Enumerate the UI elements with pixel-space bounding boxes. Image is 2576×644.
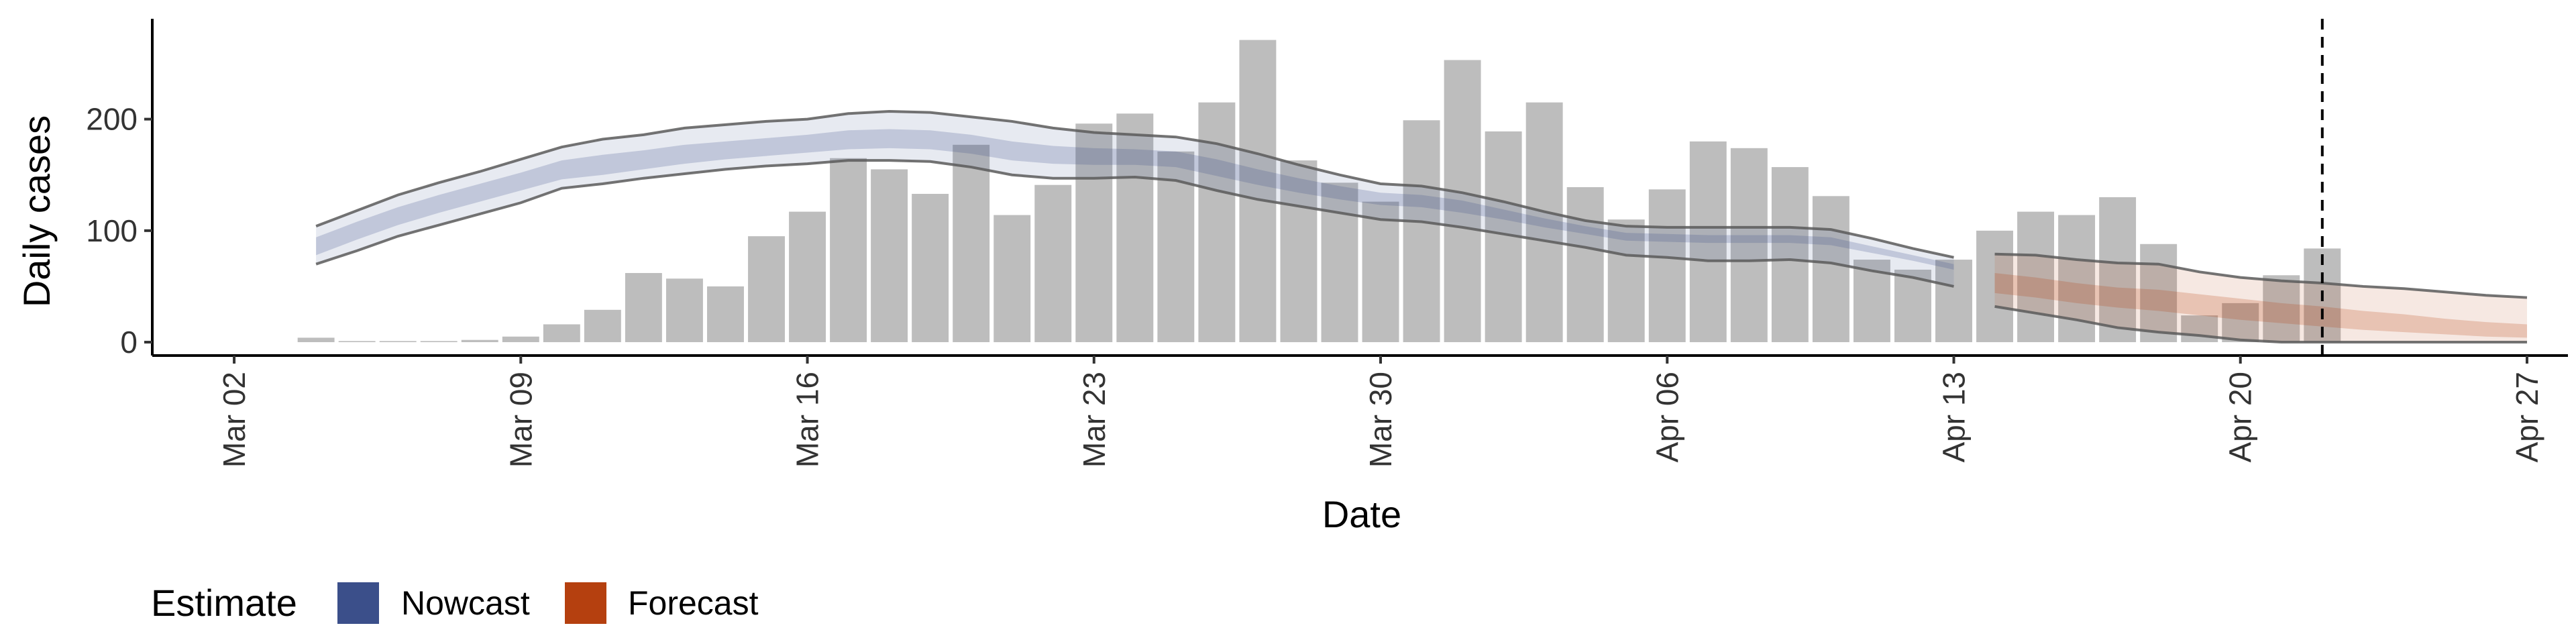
nowcast-upper-line bbox=[315, 109, 1954, 259]
legend-swatch-forecast bbox=[565, 582, 606, 624]
nowcast-band-50 bbox=[316, 129, 1954, 270]
case-bar bbox=[1812, 196, 1849, 343]
x-tick-label: Mar 23 bbox=[1077, 372, 1112, 468]
case-bar bbox=[420, 341, 458, 343]
case-bar bbox=[1239, 40, 1277, 343]
case-bar bbox=[912, 193, 949, 343]
x-tick-label: Apr 13 bbox=[1936, 372, 1971, 463]
case-bar bbox=[625, 272, 662, 343]
case-bar bbox=[2263, 275, 2300, 343]
case-bar bbox=[1566, 187, 1604, 343]
case-bar bbox=[789, 211, 826, 343]
forecast-lower-line bbox=[1994, 305, 2527, 344]
case-bar bbox=[461, 339, 498, 343]
case-bar bbox=[871, 169, 908, 343]
forecast-band-50 bbox=[1994, 272, 2527, 338]
x-tick-label: Mar 09 bbox=[503, 372, 538, 468]
case-bar bbox=[2099, 197, 2137, 343]
x-tick-label: Mar 30 bbox=[1363, 372, 1398, 468]
case-bar bbox=[543, 324, 580, 343]
legend: Estimate Nowcast Forecast bbox=[151, 582, 759, 624]
case-bar bbox=[1075, 123, 1113, 343]
case-bar bbox=[1935, 260, 1972, 343]
case-bar bbox=[1034, 184, 1072, 343]
case-bar bbox=[1403, 120, 1440, 343]
case-bar bbox=[1525, 102, 1563, 343]
axes: 0 100 200 Mar 02 Mar 09 Mar 16 Mar 23 Mar 30 Apr… bbox=[86, 19, 2568, 468]
case-bar bbox=[1198, 102, 1236, 343]
case-bar bbox=[338, 341, 376, 343]
case-bar bbox=[1976, 230, 2013, 343]
case-bar bbox=[748, 236, 785, 343]
case-bar bbox=[1362, 201, 1399, 343]
y-tick-label: 0 bbox=[120, 325, 138, 360]
case-bar bbox=[994, 215, 1031, 343]
legend-label-forecast: Forecast bbox=[628, 584, 759, 622]
case-bar bbox=[1894, 270, 1931, 343]
case-bar bbox=[502, 336, 539, 343]
x-tick-label: Mar 16 bbox=[790, 372, 825, 468]
case-bar bbox=[297, 337, 335, 343]
x-tick-label: Apr 27 bbox=[2510, 372, 2544, 463]
nowcast-lower-line bbox=[315, 159, 1954, 288]
legend-swatch-nowcast bbox=[337, 582, 379, 624]
y-tick-label: 200 bbox=[86, 102, 138, 137]
nowcast-band-90 bbox=[316, 111, 1954, 286]
case-bar bbox=[953, 144, 990, 343]
case-bar bbox=[830, 158, 867, 343]
forecast-upper-line bbox=[1994, 252, 2528, 299]
case-bar bbox=[1280, 160, 1318, 343]
case-bar bbox=[584, 309, 621, 343]
x-tick-label: Mar 02 bbox=[217, 372, 252, 468]
x-tick-label: Apr 06 bbox=[1650, 372, 1684, 463]
y-axis-title: Daily cases bbox=[15, 115, 58, 307]
case-bars bbox=[297, 40, 2341, 343]
case-bar bbox=[2140, 244, 2178, 343]
y-tick-label: 100 bbox=[86, 213, 138, 248]
case-bar bbox=[1116, 113, 1154, 343]
case-bar bbox=[2017, 211, 2055, 343]
case-bar bbox=[379, 341, 417, 343]
case-bar bbox=[1444, 60, 1481, 343]
case-bar bbox=[1771, 167, 1809, 343]
case-bar bbox=[1321, 182, 1358, 343]
case-bar bbox=[1607, 219, 1645, 343]
case-bar bbox=[707, 286, 744, 343]
legend-title: Estimate bbox=[151, 582, 297, 624]
case-bar bbox=[665, 278, 703, 343]
x-tick-label: Apr 20 bbox=[2223, 372, 2258, 463]
legend-label-nowcast: Nowcast bbox=[401, 584, 530, 622]
case-bar bbox=[2222, 303, 2259, 343]
estimate-bands bbox=[315, 109, 2528, 344]
case-bar bbox=[1689, 141, 1727, 343]
forecast-band-90 bbox=[1994, 254, 2527, 343]
case-bar bbox=[1730, 148, 1768, 343]
x-axis-title: Date bbox=[1322, 493, 1401, 535]
case-bar bbox=[1648, 189, 1686, 343]
